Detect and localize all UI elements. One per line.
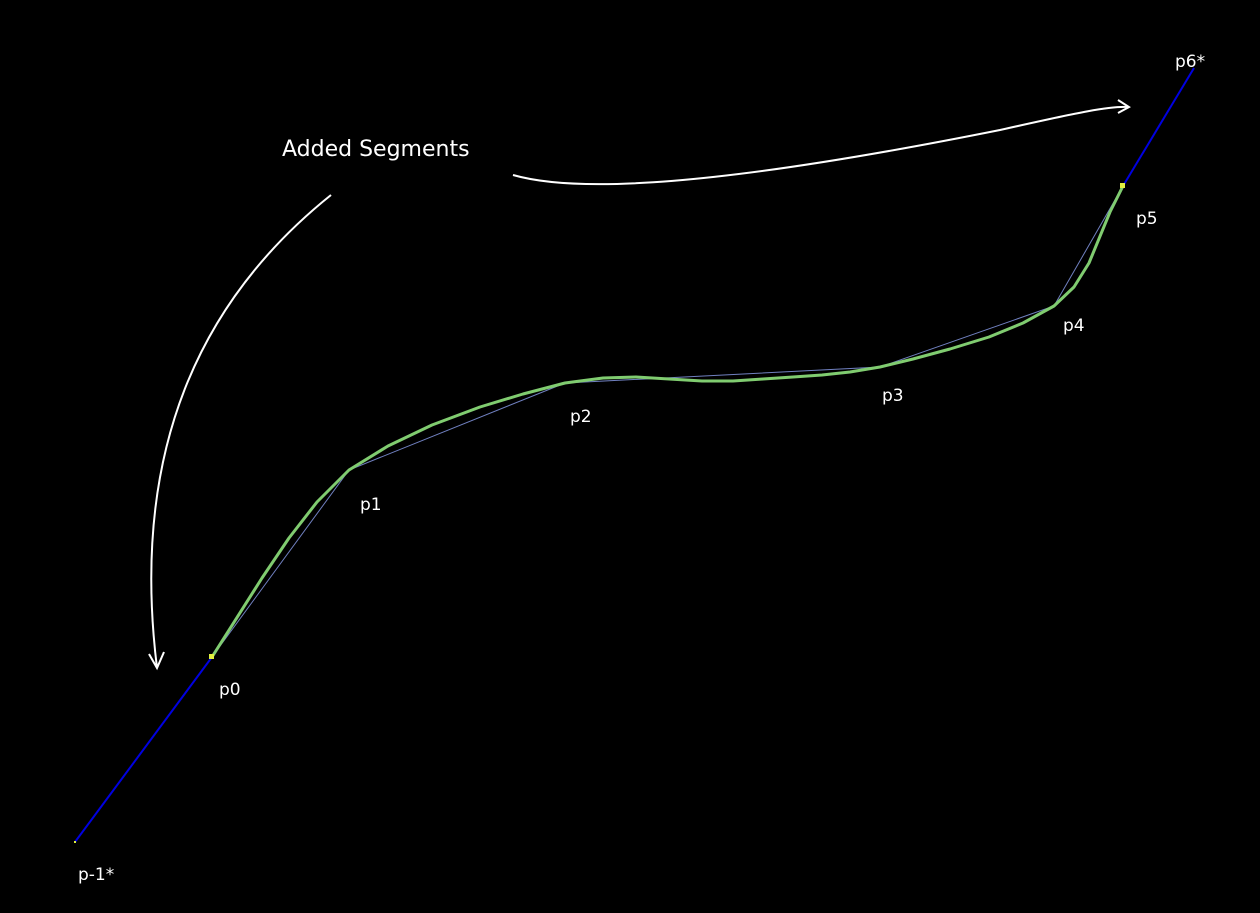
point-label: p4	[1063, 316, 1085, 336]
annotation: Added Segments	[282, 137, 470, 162]
point-label: p-1*	[78, 865, 114, 885]
added-segment	[74, 656, 213, 843]
arrow-head	[148, 651, 165, 671]
arrow	[512, 105, 1129, 186]
point-label: p5	[1136, 209, 1158, 229]
added-segment	[1122, 67, 1195, 187]
arrow	[150, 194, 332, 669]
endpoint	[1120, 183, 1125, 188]
control-polygon	[211, 185, 1124, 658]
sample-points	[74, 183, 1125, 843]
point-label: p3	[882, 386, 904, 406]
point-label: p1	[360, 495, 382, 515]
point-label: p2	[570, 407, 592, 427]
spline-curve	[210, 185, 1125, 658]
endpoint	[74, 841, 76, 843]
point-label: p6*	[1175, 52, 1205, 72]
arrow-head	[1117, 99, 1131, 114]
endpoint	[209, 654, 214, 659]
point-label: p0	[219, 680, 241, 700]
